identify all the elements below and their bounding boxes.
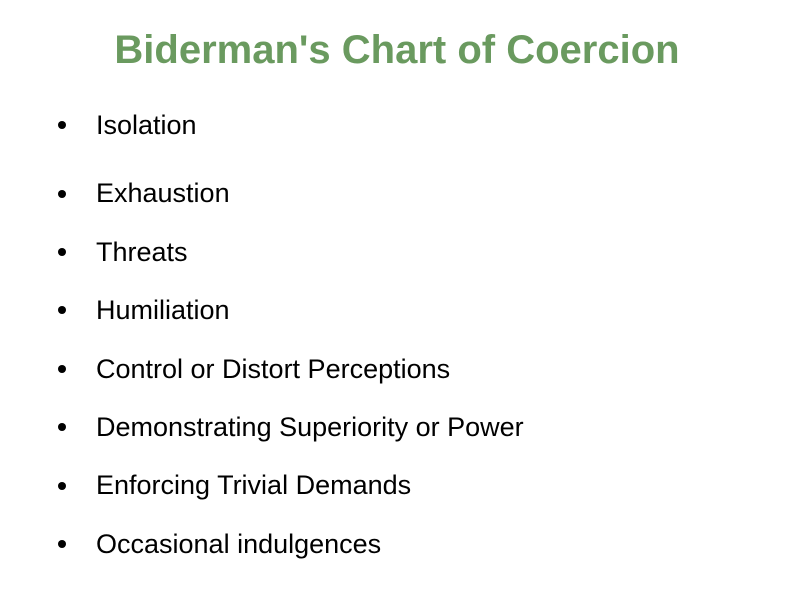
- list-item-label: Control or Distort Perceptions: [96, 353, 450, 385]
- page-title: Biderman's Chart of Coercion: [50, 28, 744, 109]
- list-item: Humiliation: [58, 294, 744, 326]
- list-item: Control or Distort Perceptions: [58, 353, 744, 385]
- slide-container: Biderman's Chart of Coercion Isolation E…: [0, 0, 794, 595]
- list-item: Demonstrating Superiority or Power: [58, 411, 744, 443]
- list-item-label: Occasional indulgences: [96, 528, 381, 560]
- bullet-icon: [58, 121, 66, 129]
- bullet-list: Isolation Exhaustion Threats Humiliation…: [50, 109, 744, 560]
- list-item: Isolation: [58, 109, 744, 141]
- list-item: Exhaustion: [58, 177, 744, 209]
- bullet-icon: [58, 540, 66, 548]
- list-item: Occasional indulgences: [58, 528, 744, 560]
- list-item: Threats: [58, 236, 744, 268]
- list-item-label: Isolation: [96, 109, 197, 141]
- list-item-label: Humiliation: [96, 294, 230, 326]
- list-item: Enforcing Trivial Demands: [58, 469, 744, 501]
- bullet-icon: [58, 248, 66, 256]
- bullet-icon: [58, 365, 66, 373]
- bullet-icon: [58, 423, 66, 431]
- bullet-icon: [58, 306, 66, 314]
- list-item-label: Demonstrating Superiority or Power: [96, 411, 524, 443]
- list-item-label: Threats: [96, 236, 188, 268]
- bullet-icon: [58, 482, 66, 490]
- list-item-label: Enforcing Trivial Demands: [96, 469, 411, 501]
- bullet-icon: [58, 190, 66, 198]
- list-item-label: Exhaustion: [96, 177, 230, 209]
